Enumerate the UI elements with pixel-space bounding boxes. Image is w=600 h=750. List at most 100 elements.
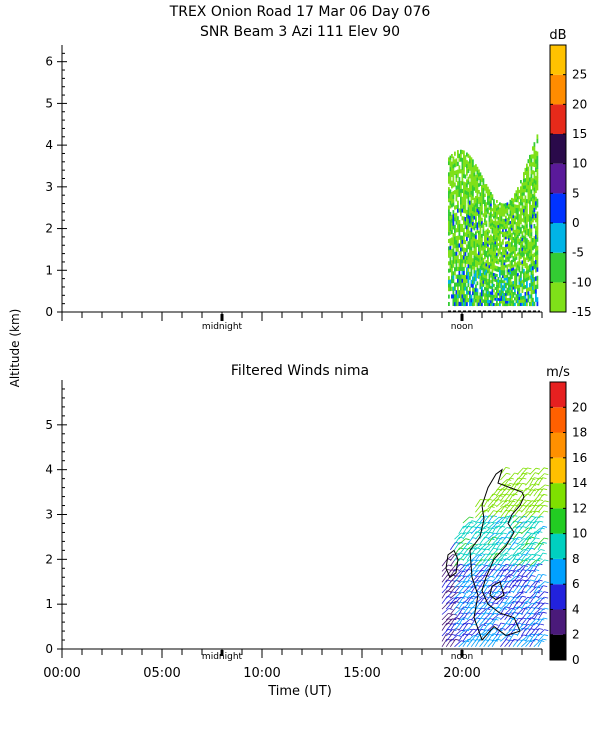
snr-cell — [520, 261, 522, 266]
snr-cell — [536, 160, 539, 165]
wind-barb-flag — [475, 547, 481, 550]
snr-cell — [479, 179, 482, 183]
wind-barb-flag — [530, 579, 535, 582]
snr-cell — [454, 170, 456, 175]
snr-cell — [482, 200, 485, 204]
snr-cell — [512, 259, 515, 263]
winds-colorbar-band — [550, 407, 566, 433]
wind-barb — [462, 597, 470, 604]
snr-cell — [458, 227, 461, 232]
wind-barb — [537, 537, 545, 545]
wind-barb — [470, 564, 478, 572]
snr-cell — [457, 208, 459, 213]
snr-cell — [511, 265, 513, 269]
snr-cell — [469, 302, 471, 307]
wind-barb-flag — [517, 606, 522, 609]
snr-cell — [509, 295, 512, 298]
snr-cell — [473, 251, 476, 256]
snr-cell — [485, 229, 488, 233]
snr-cell — [526, 202, 528, 207]
wind-contour-loop — [489, 581, 505, 601]
wind-barb — [491, 532, 499, 540]
snr-cell — [533, 195, 536, 200]
snr-cell — [532, 206, 534, 211]
snr-cell — [460, 180, 462, 186]
wind-barb — [487, 618, 495, 626]
snr-cell — [485, 202, 488, 206]
snr-cell — [457, 298, 459, 303]
snr-cell — [509, 213, 512, 216]
snr-cell — [458, 282, 461, 287]
snr-cell — [461, 224, 464, 229]
wind-barb — [533, 477, 540, 486]
snr-cell — [449, 181, 452, 186]
wind-barb-flag — [488, 579, 493, 582]
snr-cell — [511, 200, 513, 204]
wind-barb — [520, 606, 527, 615]
snr-cell — [476, 225, 479, 230]
snr-cell — [472, 239, 474, 244]
wind-barb — [458, 629, 466, 637]
wind-barb — [475, 591, 483, 599]
wind-barb-flag — [494, 618, 499, 621]
wind-barb — [504, 500, 512, 508]
wind-barb — [475, 548, 482, 556]
snr-cell — [461, 243, 464, 248]
snr-cell — [469, 211, 471, 216]
snr-cell — [449, 257, 452, 262]
snr-cell — [514, 269, 516, 273]
wind-barb — [475, 559, 482, 567]
wind-barbs-field — [441, 467, 549, 648]
snr-cell — [452, 190, 455, 195]
snr-cell — [460, 169, 462, 174]
wind-barb — [516, 623, 524, 631]
winds-y-tick-label: 4 — [45, 463, 53, 477]
wind-barb-flag — [513, 563, 518, 566]
snr-cell — [526, 256, 528, 260]
wind-barb — [441, 586, 449, 594]
snr-cell — [523, 175, 525, 179]
snr-cell — [536, 151, 539, 157]
snr-cell — [493, 251, 495, 255]
snr-cell — [526, 241, 528, 246]
snr-cell — [497, 235, 500, 239]
winds-colorbar-tick-label: 18 — [572, 426, 587, 440]
snr-cell — [536, 134, 539, 139]
snr-cell — [454, 224, 456, 229]
snr-cell — [488, 247, 491, 251]
snr-cell — [523, 279, 525, 283]
snr-data-field — [448, 134, 539, 307]
snr-cell — [449, 283, 452, 288]
snr-cell — [476, 274, 479, 279]
snr-cell — [460, 278, 462, 283]
snr-cell — [487, 264, 489, 268]
wind-barb — [533, 585, 540, 594]
wind-barb — [458, 564, 466, 572]
snr-colorbar-tick-label: 15 — [572, 127, 587, 141]
snr-cell — [479, 219, 482, 223]
snr-cell — [527, 254, 530, 259]
snr-cell — [475, 164, 477, 168]
snr-cell — [502, 257, 504, 261]
snr-cell — [496, 221, 498, 225]
wind-barb — [537, 607, 545, 615]
snr-cell — [475, 185, 477, 190]
snr-colorbar-band — [550, 282, 566, 312]
snr-cell — [512, 228, 515, 232]
snr-cell — [490, 263, 492, 267]
wind-barb — [516, 499, 523, 508]
snr-cell — [524, 271, 527, 275]
snr-cell — [485, 244, 488, 249]
snr-cell — [460, 282, 462, 287]
snr-cell — [533, 183, 536, 188]
snr-cell — [472, 287, 474, 292]
snr-cell — [517, 302, 519, 307]
snr-cell — [530, 243, 533, 248]
snr-cell — [494, 236, 497, 239]
wind-barb — [508, 570, 516, 578]
snr-cell — [517, 225, 519, 229]
snr-cell — [533, 285, 536, 290]
snr-cell — [466, 298, 468, 303]
snr-cell — [509, 279, 512, 283]
